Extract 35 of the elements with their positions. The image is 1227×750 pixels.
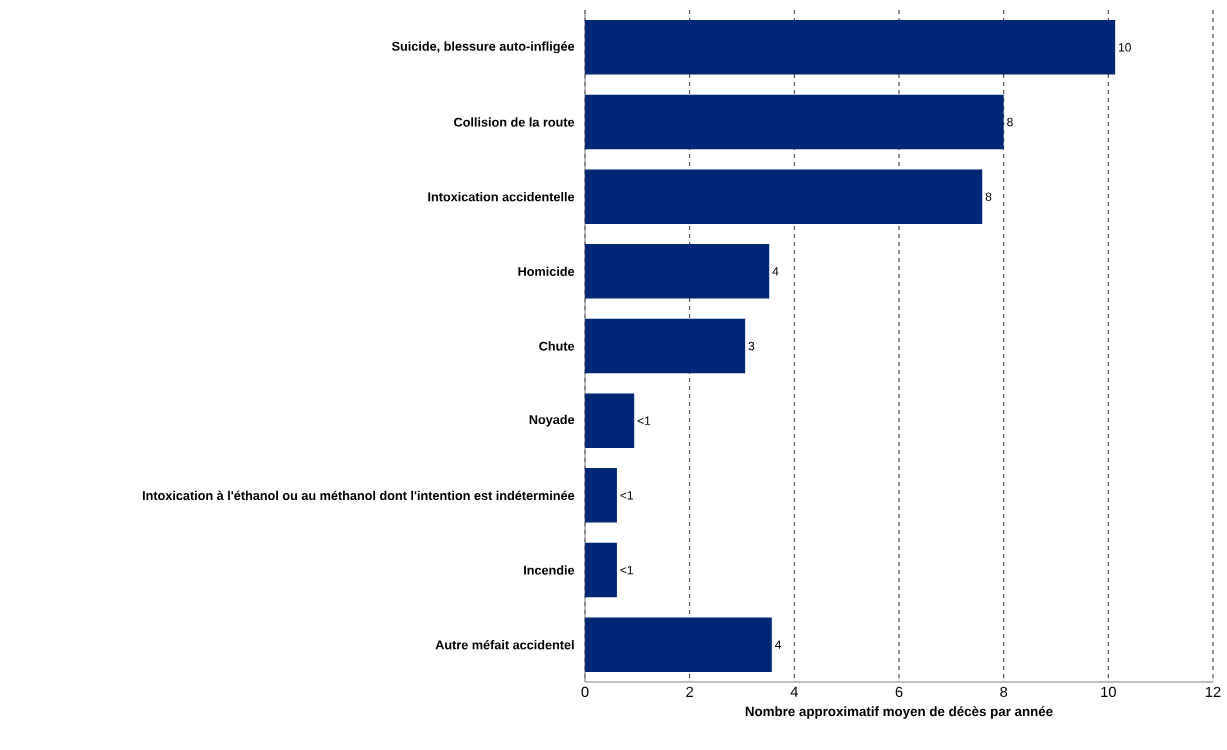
data-label: <1 — [637, 416, 651, 425]
data-label: 4 — [775, 640, 782, 649]
y-tick-label: Autre méfait accidentel — [435, 639, 574, 650]
y-tick-label: Chute — [539, 341, 575, 351]
x-tick-label: 12 — [1205, 686, 1221, 697]
y-tick-label: Noyade — [529, 414, 575, 427]
y-tick-label: Incendie — [524, 565, 575, 575]
x-tick-label: 0 — [581, 686, 589, 698]
y-tick-label: Intoxication à l'éthanol ou au méthanol dont l'intention est indéterminée — [142, 490, 575, 501]
y-tick-label: Intoxication accidentelle — [428, 192, 575, 202]
data-label: <1 — [620, 565, 633, 575]
bar — [585, 20, 1116, 75]
bar — [585, 318, 746, 374]
x-tick-label: 8 — [1000, 686, 1008, 698]
x-tick-label: 6 — [895, 686, 903, 698]
data-label: 8 — [1007, 117, 1013, 127]
bar — [585, 244, 770, 299]
data-label: 3 — [748, 341, 755, 351]
bar — [585, 468, 617, 523]
data-label: 8 — [985, 192, 992, 201]
bar — [585, 393, 635, 448]
y-tick-label: Suicide, blessure auto-infligée — [391, 41, 575, 54]
data-label: 4 — [772, 267, 779, 276]
x-axis-title: Nombre approximatif moyen de décès par année — [745, 706, 1053, 719]
y-tick-label: Homicide — [518, 266, 575, 276]
x-tick-label: 2 — [686, 686, 694, 697]
data-label: <1 — [620, 491, 633, 500]
data-label: 10 — [1119, 43, 1131, 52]
y-tick-label: Collision de la route — [454, 117, 575, 127]
bar — [585, 617, 772, 672]
bar — [585, 94, 1004, 150]
bar — [585, 542, 617, 598]
x-tick-label: 10 — [1101, 686, 1116, 698]
x-tick-label: 4 — [790, 686, 798, 697]
bar — [585, 169, 983, 224]
